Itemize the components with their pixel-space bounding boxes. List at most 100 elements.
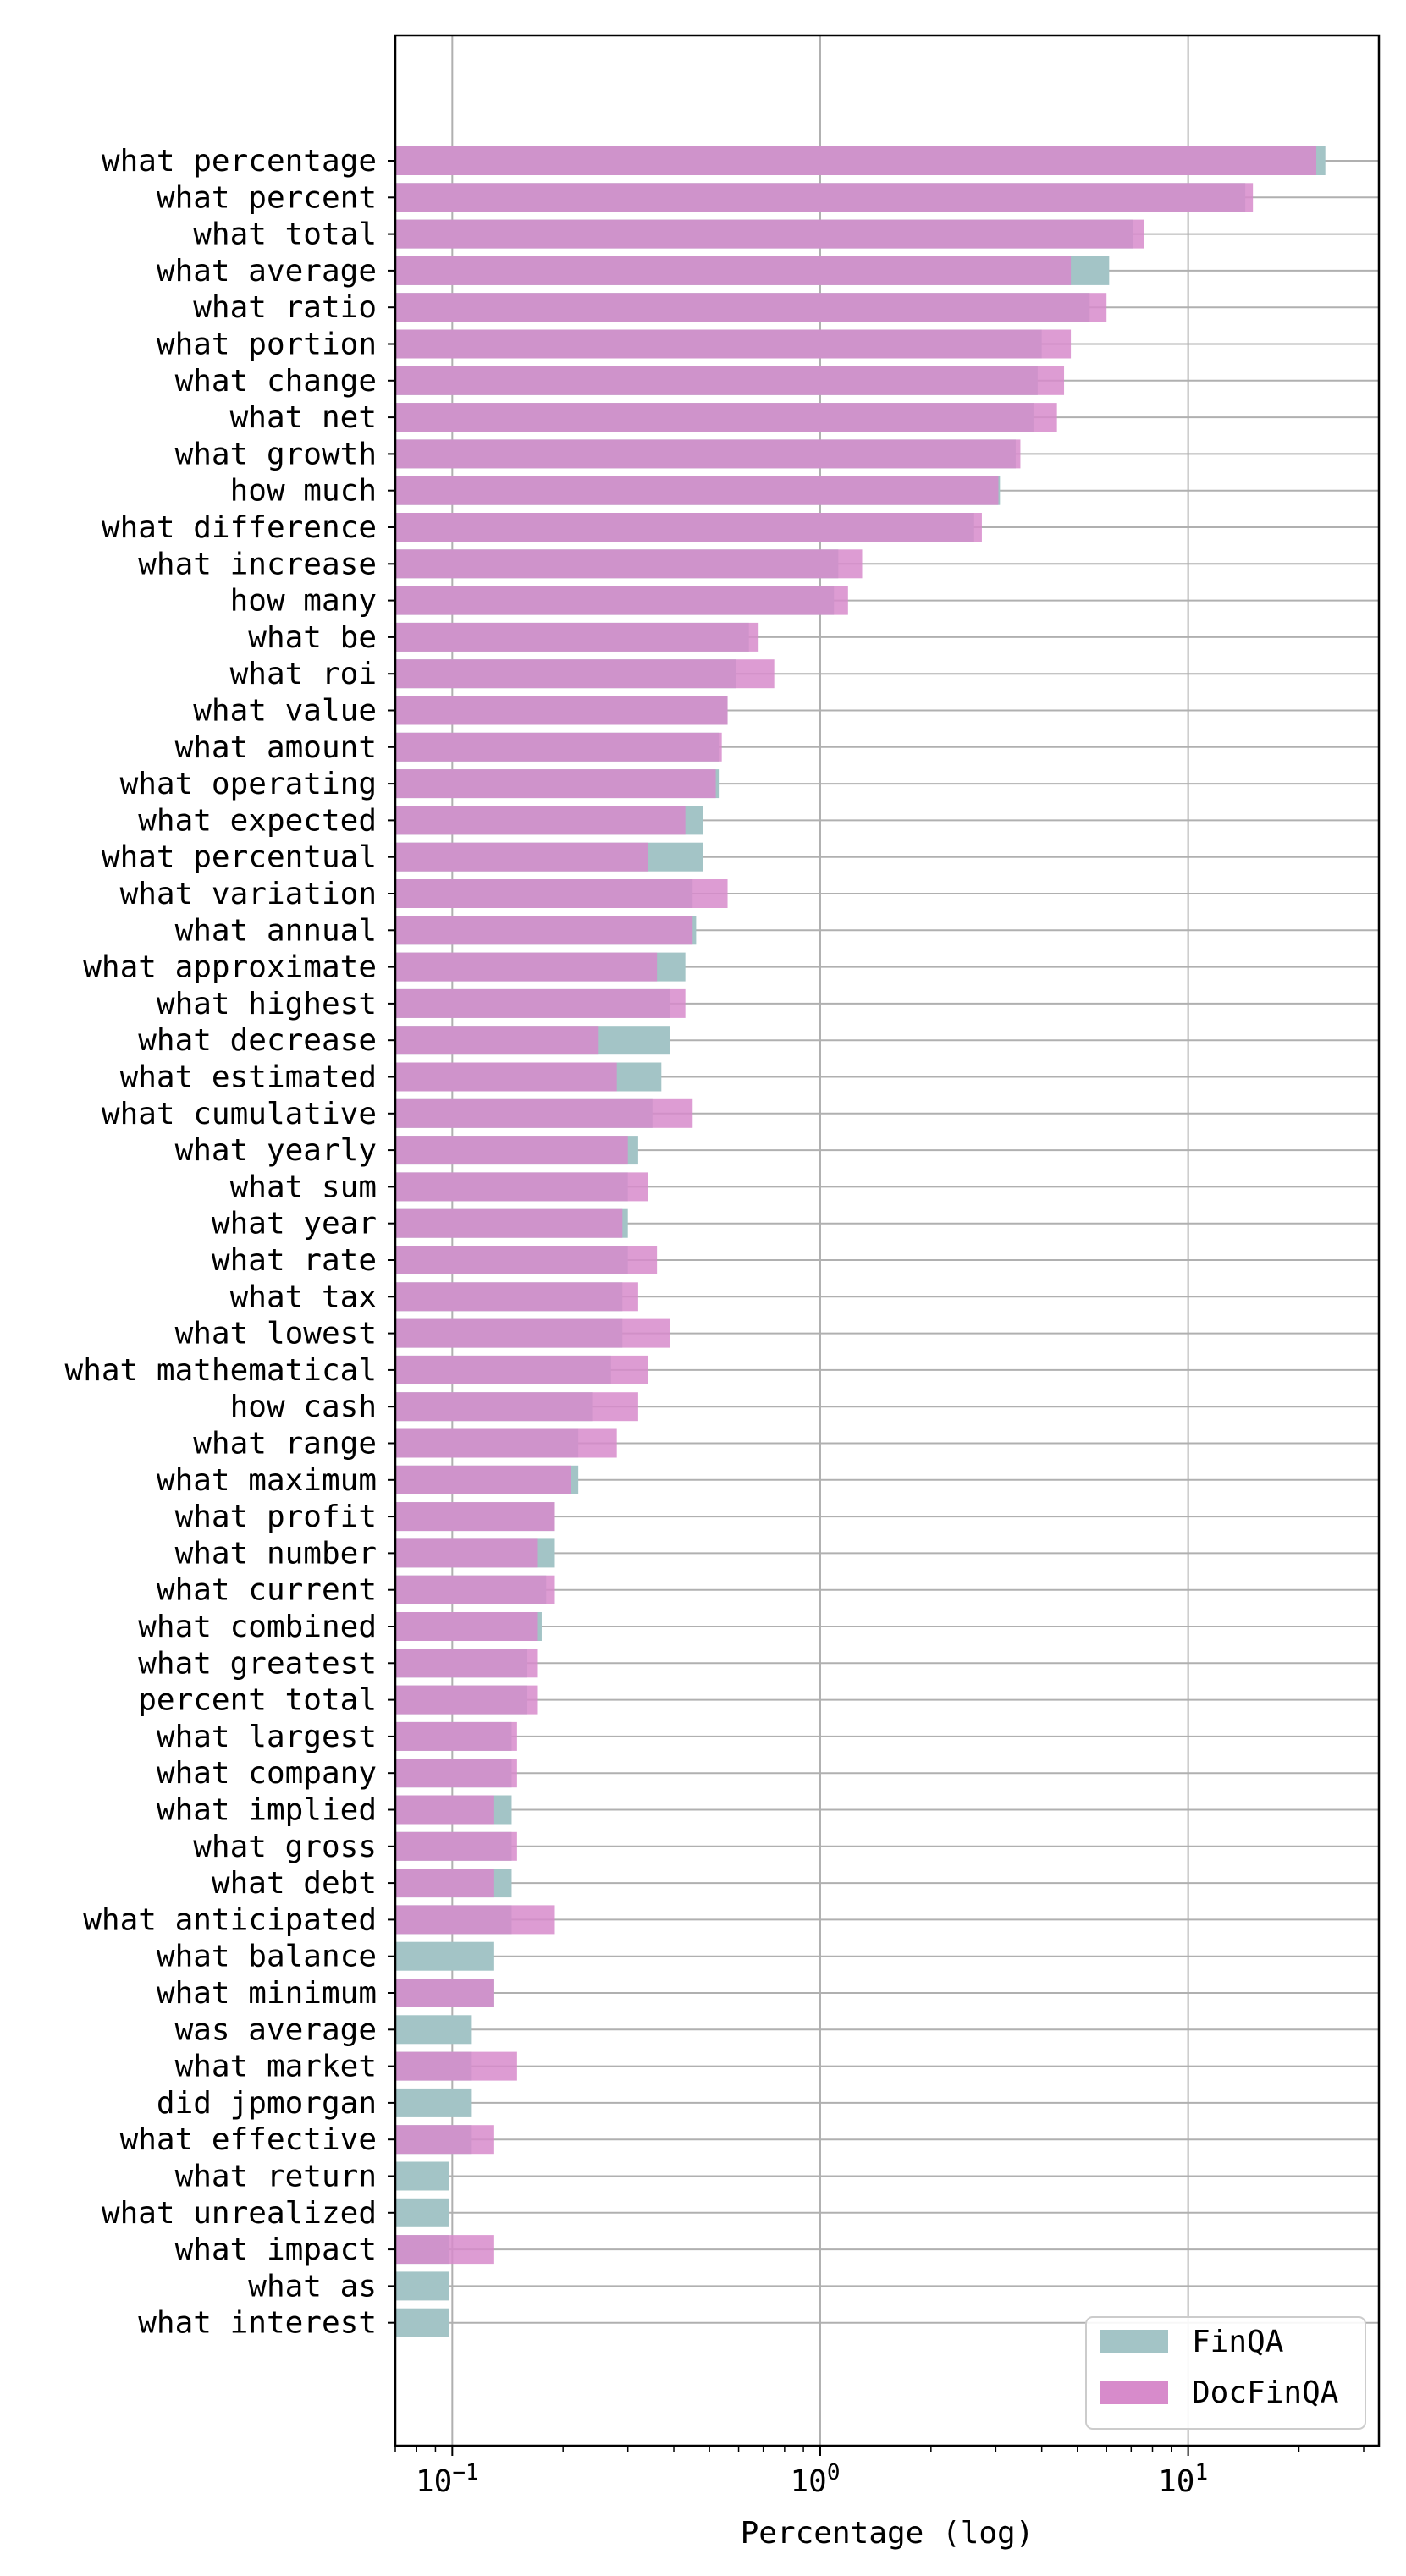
- y-tick-label: what variation: [120, 877, 377, 911]
- bar-docfinqa-what-percent: [395, 183, 1254, 212]
- bar-docfinqa-what-growth: [395, 439, 1021, 469]
- x-tick-label: 100: [790, 2460, 840, 2499]
- bar-docfinqa-what-debt: [395, 1869, 494, 1898]
- bar-docfinqa-what-change: [395, 366, 1065, 395]
- bar-docfinqa-what-mathematical: [395, 1355, 648, 1384]
- bar-docfinqa-what-cumulative: [395, 1098, 693, 1128]
- y-tick-label: what current: [157, 1573, 377, 1608]
- bar-docfinqa-what-sum: [395, 1172, 648, 1202]
- y-tick-label: what greatest: [138, 1646, 377, 1681]
- y-tick-label: what mathematical: [65, 1353, 377, 1388]
- y-tick-label: what expected: [138, 803, 377, 838]
- bar-docfinqa-what-range: [395, 1428, 617, 1458]
- bar-docfinqa-how-much: [395, 476, 999, 505]
- bar-docfinqa-what-profit: [395, 1502, 555, 1532]
- y-tick-label: what maximum: [157, 1463, 377, 1498]
- bar-docfinqa-what-expected: [395, 806, 686, 835]
- y-tick-label: what amount: [175, 730, 377, 765]
- y-tick-label: what gross: [193, 1830, 377, 1864]
- legend-label-docfinqa: DocFinQA: [1192, 2375, 1339, 2410]
- bar-docfinqa-what-lowest: [395, 1318, 670, 1348]
- y-tick-label: what largest: [157, 1720, 377, 1754]
- bar-docfinqa-what-total: [395, 219, 1144, 249]
- bar-docfinqa-what-market: [395, 2051, 517, 2081]
- bar-docfinqa-what-rate: [395, 1246, 658, 1274]
- bar-docfinqa-what-greatest: [395, 1649, 538, 1678]
- y-tick-label: what portion: [157, 328, 377, 362]
- bar-docfinqa-what-minimum: [395, 1979, 494, 2007]
- bar-docfinqa-what-be: [395, 622, 759, 652]
- bar-finqa-what-return: [395, 2161, 449, 2191]
- bar-docfinqa-what-implied: [395, 1795, 494, 1825]
- y-tick-label: what percentual: [102, 840, 377, 875]
- bar-docfinqa-what-net: [395, 403, 1057, 432]
- bar-finqa-what-interest: [395, 2308, 449, 2337]
- bar-docfinqa-what-largest: [395, 1721, 517, 1751]
- legend: FinQA DocFinQA: [1085, 2316, 1366, 2430]
- x-axis-label: Percentage (log): [741, 2516, 1034, 2551]
- bar-docfinqa-what-combined: [395, 1612, 538, 1641]
- bar-docfinqa-what-tax: [395, 1282, 638, 1312]
- bar-docfinqa-what-variation: [395, 879, 728, 908]
- bar-docfinqa-what-effective: [395, 2125, 494, 2155]
- bar-docfinqa-what-year: [395, 1208, 623, 1238]
- y-tick-label: what cumulative: [102, 1097, 377, 1131]
- y-tick-label: what growth: [175, 437, 377, 471]
- bar-finqa-did-jpmorgan: [395, 2088, 472, 2117]
- y-tick-label: how much: [230, 474, 377, 509]
- x-tick-labels: 10−1 100 101: [394, 2446, 1365, 2499]
- y-tick-label: what value: [193, 694, 377, 729]
- plot-background: [395, 36, 1379, 2446]
- x-tick-label: 101: [1158, 2460, 1208, 2499]
- y-tick-label: what year: [212, 1207, 377, 1241]
- bar-finqa-what-unrealized: [395, 2198, 449, 2227]
- y-tick-label: what approximate: [83, 950, 377, 985]
- y-tick-label: what yearly: [175, 1133, 377, 1168]
- y-tick-label: what effective: [120, 2122, 377, 2157]
- bar-docfinqa-what-roi: [395, 659, 775, 689]
- legend-swatch-finqa: [1100, 2330, 1168, 2353]
- y-tick-label: what percent: [157, 180, 377, 215]
- bar-docfinqa-what-decrease: [395, 1026, 599, 1055]
- bar-docfinqa-what-gross: [395, 1831, 517, 1861]
- y-tick-label: what debt: [212, 1866, 377, 1901]
- x-tick-label: 10−1: [416, 2460, 479, 2499]
- y-tick-label: what percentage: [102, 144, 377, 179]
- y-tick-label: what anticipated: [83, 1902, 377, 1937]
- bar-docfinqa-what-highest: [395, 988, 686, 1018]
- bar-finqa-what-as: [395, 2271, 449, 2301]
- bar-docfinqa-what-operating: [395, 769, 716, 799]
- bar-docfinqa-what-portion: [395, 329, 1072, 359]
- bar-docfinqa-what-difference: [395, 513, 982, 542]
- y-tick-label: did jpmorgan: [157, 2086, 377, 2121]
- y-tick-label: what market: [175, 2050, 377, 2084]
- y-tick-label: what total: [193, 217, 377, 252]
- bar-docfinqa-how-cash: [395, 1392, 638, 1422]
- y-tick-label: what profit: [175, 1500, 377, 1534]
- plot-frame: [394, 34, 1381, 2447]
- bar-docfinqa-what-approximate: [395, 952, 658, 982]
- y-tick-label: what net: [230, 400, 377, 435]
- y-tick-label: what return: [175, 2160, 377, 2194]
- bar-docfinqa-how-many: [395, 586, 848, 615]
- y-tick-label: was average: [175, 2012, 377, 2047]
- y-tick-label: what impact: [175, 2232, 377, 2267]
- y-tick-label: what operating: [120, 767, 377, 801]
- y-tick-label: what lowest: [175, 1317, 377, 1351]
- bar-docfinqa-what-estimated: [395, 1062, 617, 1092]
- y-tick-label: what increase: [138, 547, 377, 581]
- y-tick-label: what interest: [138, 2306, 377, 2341]
- bar-docfinqa-what-anticipated: [395, 1905, 555, 1935]
- y-tick-label: what roi: [230, 657, 377, 691]
- bar-docfinqa-what-annual: [395, 916, 693, 945]
- bar-docfinqa-what-current: [395, 1575, 555, 1604]
- bar-docfinqa-what-amount: [395, 732, 722, 762]
- bar-docfinqa-what-ratio: [395, 293, 1107, 322]
- bar-docfinqa-what-impact: [395, 2235, 494, 2265]
- y-tick-label: what rate: [212, 1243, 377, 1278]
- y-tick-label: what as: [248, 2269, 377, 2304]
- bar-docfinqa-what-company: [395, 1759, 517, 1788]
- y-tick-label: what minimum: [157, 1976, 377, 2011]
- y-tick-label: what highest: [157, 987, 377, 1021]
- y-tick-label: what average: [157, 254, 377, 289]
